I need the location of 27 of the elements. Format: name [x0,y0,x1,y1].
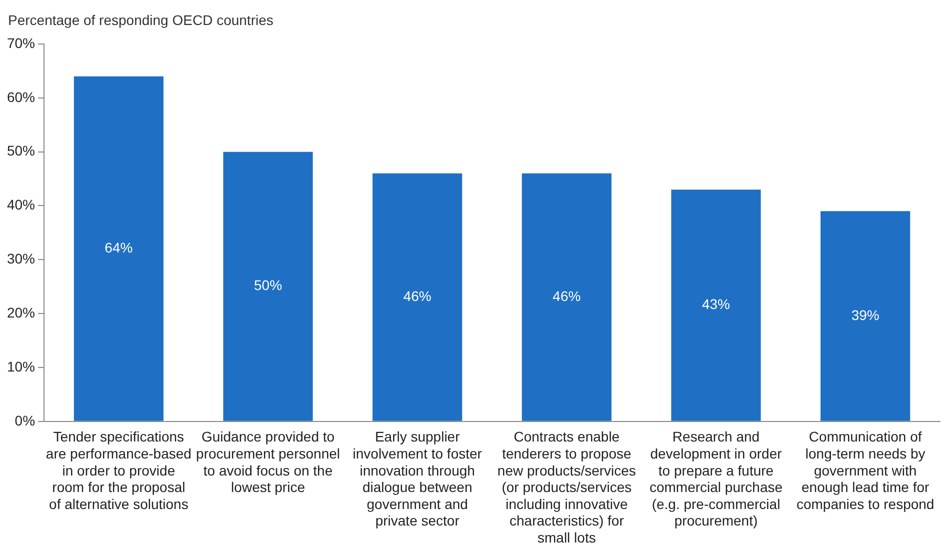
y-tick-label: 70% [6,34,36,51]
bar [372,173,462,421]
y-tick-label: 50% [6,142,36,159]
x-tick-label: Research and development in order to prepare a future commercial purchase (e.g. pre-commercial procurement) [649,428,783,529]
y-tick-label: 60% [6,88,36,105]
bar [671,190,761,421]
x-tick-label: Contracts enable tenderers to propose new products/services (or products/services including innovative characteristics) for small lots [497,428,636,546]
x-tick-label: Tender specifications are performance-based in order to provide room for the proposal of alternative solutions [46,428,192,512]
x-tick-label: Guidance provided to procurement personnel to avoid focus on the lowest price [196,428,340,496]
data-label: 50% [254,277,282,294]
bar [820,211,910,421]
data-label: 64% [104,239,133,256]
y-tick-label: 30% [6,250,36,267]
x-tick-label: Communication of long-term needs by government with enough lead time for companies to respond [796,428,934,512]
x-tick-label: Early supplier involvement to foster innovation through dialogue between government and private sector [352,428,482,529]
data-label: 43% [702,296,730,312]
bar [522,173,612,421]
y-tick-label: 20% [6,304,36,320]
y-tick-label: 40% [6,196,36,213]
y-tick-label: 0% [14,412,36,428]
bar [74,76,164,421]
data-label: 46% [552,288,581,304]
data-label: 39% [851,306,880,323]
y-axis-title: Percentage of responding OECD countries [8,12,274,28]
bar [223,152,313,421]
data-label: 46% [403,288,432,304]
y-tick-label: 10% [6,358,36,374]
